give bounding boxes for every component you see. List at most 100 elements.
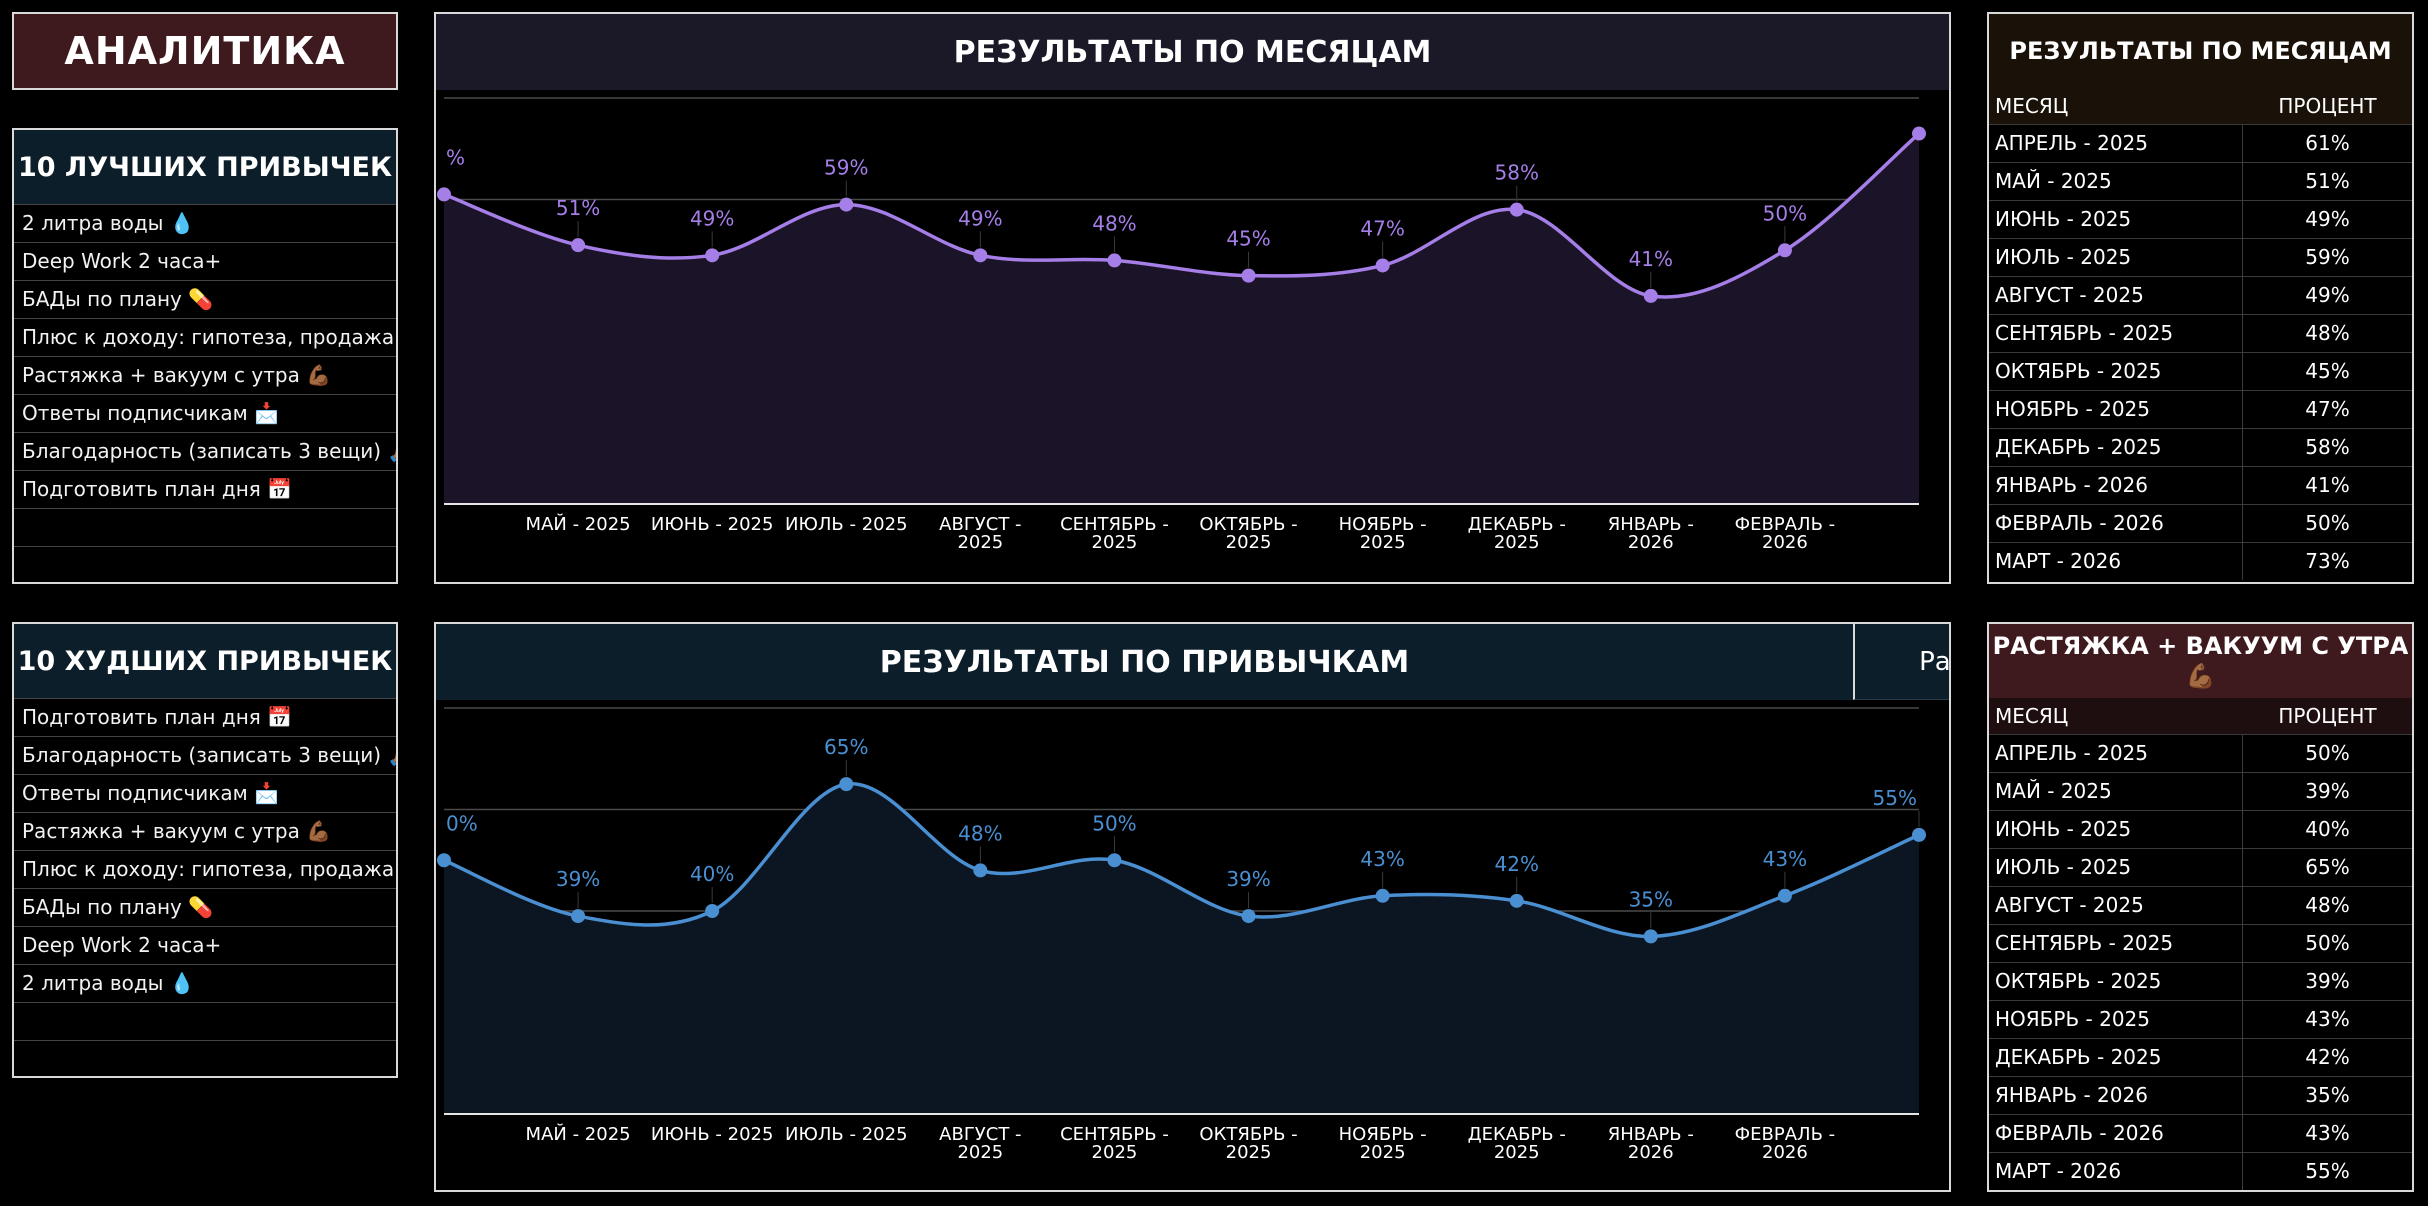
- table-row: ОКТЯБРЬ - 2025 39%: [1989, 962, 2412, 1000]
- habit-list-item: Растяжка + вакуум с утра 💪🏾: [14, 812, 396, 850]
- data-label: 49%: [958, 206, 1002, 230]
- page-title: АНАЛИТИКА: [12, 12, 398, 90]
- table-row: ИЮНЬ - 2025 49%: [1989, 200, 2412, 238]
- data-point: [1241, 268, 1256, 283]
- data-point: [705, 904, 720, 918]
- data-point: [1777, 888, 1792, 903]
- table-cell-month: СЕНТЯБРЬ - 2025: [1989, 315, 2243, 352]
- habit-select-value: Растяжка + вакуум с утра 💪🏾: [1919, 646, 1951, 677]
- data-label: 55%: [1873, 786, 1917, 810]
- table-cell-percent: 47%: [2305, 397, 2350, 421]
- worst-habits-list: Подготовить план дня 📅 Благодарность (зап…: [14, 698, 396, 1076]
- monthly-chart-title: РЕЗУЛЬТАТЫ ПО МЕСЯЦАМ: [436, 14, 1949, 90]
- table-cell-month: АПРЕЛЬ - 2025: [1989, 125, 2243, 162]
- data-label: 50%: [1763, 201, 1807, 225]
- data-point: [571, 909, 586, 924]
- habit-table-title: РАСТЯЖКА + ВАКУУМ С УТРА 💪🏾: [1989, 624, 2412, 698]
- x-tick-label: ИЮЛЬ - 2025: [785, 514, 908, 535]
- data-point: [1107, 253, 1122, 268]
- data-label: 42%: [1495, 852, 1539, 876]
- habit-list-item: 2 литра воды 💧: [14, 204, 396, 242]
- table-row: МАЙ - 2025 51%: [1989, 162, 2412, 200]
- habit-table-panel: РАСТЯЖКА + ВАКУУМ С УТРА 💪🏾 МЕСЯЦ ПРОЦЕН…: [1987, 622, 2414, 1192]
- table-cell-month: ЯНВАРЬ - 2026: [1989, 467, 2243, 504]
- table-row: ЯНВАРЬ - 2026 41%: [1989, 466, 2412, 504]
- table-row: ДЕКАБРЬ - 2025 58%: [1989, 428, 2412, 466]
- table-cell-percent: 65%: [2305, 855, 2350, 879]
- table-cell-percent: 51%: [2305, 169, 2350, 193]
- habit-list-item: Плюс к доходу: гипотеза, продажа и: [14, 318, 396, 356]
- table-cell-percent: 49%: [2305, 283, 2350, 307]
- data-label: 47%: [1360, 216, 1404, 240]
- table-row: ДЕКАБРЬ - 2025 42%: [1989, 1038, 2412, 1076]
- edge-data-label: 0%: [446, 811, 478, 835]
- monthly-chart: 51% МАЙ - 2025 49% ИЮНЬ - 2025 59% ИЮЛЬ - 202…: [437, 97, 1926, 553]
- data-point: [1643, 288, 1658, 303]
- data-point: [973, 248, 988, 263]
- table-row: АПРЕЛЬ - 2025 50%: [1989, 734, 2412, 772]
- habit-list-item: Deep Work 2 часа+: [14, 926, 396, 964]
- table-row: ФЕВРАЛЬ - 2026 43%: [1989, 1114, 2412, 1152]
- table-row: ИЮНЬ - 2025 40%: [1989, 810, 2412, 848]
- table-row: СЕНТЯБРЬ - 2025 50%: [1989, 924, 2412, 962]
- table-row: НОЯБРЬ - 2025 47%: [1989, 390, 2412, 428]
- table-cell-month: НОЯБРЬ - 2025: [1989, 1001, 2243, 1038]
- table-cell-percent: 59%: [2305, 245, 2350, 269]
- habit-list-item: [14, 508, 396, 546]
- x-tick-label: ОКТЯБРЬ -2025: [1199, 514, 1297, 553]
- table-row: ОКТЯБРЬ - 2025 45%: [1989, 352, 2412, 390]
- habit-list-item: [14, 1040, 396, 1076]
- habit-list-item: Ответы подписчикам 📩: [14, 774, 396, 812]
- table-cell-percent: 39%: [2305, 969, 2350, 993]
- data-label: 50%: [1092, 811, 1136, 835]
- table-cell-month: ИЮЛЬ - 2025: [1989, 239, 2243, 276]
- habit-list-item: Deep Work 2 часа+: [14, 242, 396, 280]
- habit-chart-title: РЕЗУЛЬТАТЫ ПО ПРИВЫЧКАМ: [436, 624, 1853, 700]
- table-row: ЯНВАРЬ - 2026 35%: [1989, 1076, 2412, 1114]
- table-cell-percent: 50%: [2305, 931, 2350, 955]
- table-cell-month: АПРЕЛЬ - 2025: [1989, 735, 2243, 772]
- table-cell-percent: 45%: [2305, 359, 2350, 383]
- table-cell-month: МАРТ - 2026: [1989, 1153, 2243, 1190]
- x-tick-label: ФЕВРАЛЬ -2026: [1735, 1124, 1836, 1163]
- x-tick-label: НОЯБРЬ -2025: [1339, 1124, 1427, 1163]
- data-label: 43%: [1360, 847, 1404, 871]
- data-point: [839, 197, 854, 212]
- data-point: [1643, 929, 1658, 944]
- habit-select-dropdown[interactable]: Растяжка + вакуум с утра 💪🏾: [1853, 624, 1951, 700]
- data-point: [437, 853, 451, 868]
- month-column-header: МЕСЯЦ: [1995, 704, 2069, 728]
- habit-list-item: Плюс к доходу: гипотеза, продажа и: [14, 850, 396, 888]
- data-point: [1107, 853, 1122, 868]
- table-cell-percent: 50%: [2305, 741, 2350, 765]
- x-tick-label: ИЮНЬ - 2025: [651, 514, 774, 535]
- table-cell-month: ЯНВАРЬ - 2026: [1989, 1077, 2243, 1114]
- monthly-table-header: МЕСЯЦ ПРОЦЕНТ: [1989, 88, 2412, 124]
- edge-data-label: %: [446, 145, 465, 169]
- table-cell-percent: 58%: [2305, 435, 2350, 459]
- table-cell-percent: 39%: [2305, 779, 2350, 803]
- table-cell-month: ИЮНЬ - 2025: [1989, 201, 2243, 238]
- habit-list-item: Благодарность (записать 3 вещи) 🙏🏾: [14, 432, 396, 470]
- table-cell-percent: 41%: [2305, 473, 2350, 497]
- data-label: 51%: [556, 196, 600, 220]
- data-point: [973, 863, 988, 878]
- habit-list-item: БАДы по плану 💊: [14, 280, 396, 318]
- monthly-chart-panel: РЕЗУЛЬТАТЫ ПО МЕСЯЦАМ 51% МАЙ - 2025 49% ИЮ…: [434, 12, 1951, 584]
- x-tick-label: МАЙ - 2025: [526, 1123, 631, 1145]
- table-row: ФЕВРАЛЬ - 2026 50%: [1989, 504, 2412, 542]
- habit-list-item: 2 литра воды 💧: [14, 964, 396, 1002]
- worst-habits-title: 10 ХУДШИХ ПРИВЫЧЕК: [14, 624, 396, 698]
- data-label: 39%: [556, 867, 600, 891]
- habit-list-item: Благодарность (записать 3 вещи) 🙏🏾: [14, 736, 396, 774]
- x-tick-label: ЯНВАРЬ -2026: [1608, 514, 1694, 553]
- data-label: 65%: [824, 735, 868, 759]
- data-point: [1375, 888, 1390, 903]
- table-cell-month: ИЮНЬ - 2025: [1989, 811, 2243, 848]
- data-point: [1241, 909, 1256, 924]
- table-cell-month: ОКТЯБРЬ - 2025: [1989, 963, 2243, 1000]
- table-cell-percent: 40%: [2305, 817, 2350, 841]
- series-line: [443, 782, 1920, 939]
- data-label: 48%: [1092, 211, 1136, 235]
- table-cell-month: ИЮЛЬ - 2025: [1989, 849, 2243, 886]
